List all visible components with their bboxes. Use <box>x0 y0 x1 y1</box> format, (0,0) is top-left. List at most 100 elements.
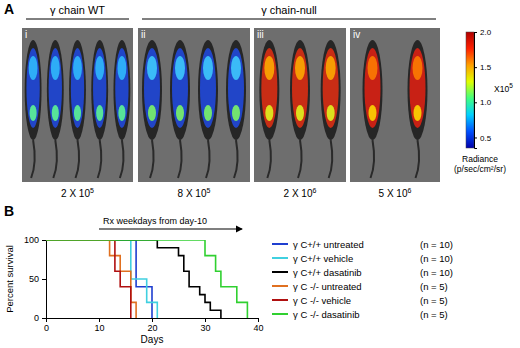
signal <box>228 48 244 128</box>
legend-swatch <box>272 257 288 259</box>
dose-base: 2 X 10 <box>61 188 90 199</box>
bli-image: ii <box>138 28 250 182</box>
mouse-tail <box>267 140 271 178</box>
x-tick-mark <box>152 318 153 322</box>
dose-label: 2 X 105 <box>61 187 94 199</box>
y-tick: 50 <box>29 274 46 284</box>
colorbar-tick: 2.0 <box>474 28 492 37</box>
dose-exponent: 5 <box>90 187 94 194</box>
mouse-tail <box>53 140 57 178</box>
dose-label: 5 X 106 <box>379 187 412 199</box>
legend-n: (n = 10) <box>420 267 453 278</box>
mouse-body <box>290 40 310 140</box>
signal <box>200 48 216 128</box>
colorbar-tick-mark <box>474 102 477 103</box>
legend-n: (n = 5) <box>420 281 448 292</box>
dose-base: 2 X 10 <box>284 188 313 199</box>
panel-b: BRx weekdays from day-10010203040050100D… <box>4 203 453 345</box>
mouse-tail <box>76 140 80 178</box>
signal <box>410 48 426 128</box>
mouse-body <box>170 40 190 140</box>
multiplier-exponent: 5 <box>509 82 513 89</box>
panel-label: A <box>4 1 14 17</box>
colorbar: 0.51.01.52.0X105Radiance(p/sec/cm²/sr) <box>454 28 513 174</box>
colorbar-tick: 0.5 <box>474 134 492 143</box>
bli-image: i <box>22 28 133 182</box>
survival-line <box>46 240 136 318</box>
dose-label: 8 X 105 <box>178 187 211 199</box>
image-id: i <box>25 29 27 40</box>
mouse-tail <box>31 140 35 178</box>
y-tick-mark <box>42 279 46 280</box>
multiplier-base: X10 <box>494 84 509 94</box>
x-tick: 40 <box>253 318 263 333</box>
signal <box>365 48 381 128</box>
y-tick-label: 100 <box>24 235 39 245</box>
plot-lines <box>46 240 247 318</box>
x-tick-label: 30 <box>200 323 210 333</box>
signal <box>414 105 422 121</box>
image-id: ii <box>141 29 145 40</box>
signal <box>204 105 212 121</box>
mouse-body <box>259 40 279 140</box>
x-tick-mark <box>205 318 206 322</box>
colorbar-tick-mark <box>474 137 477 138</box>
legend-n: (n = 10) <box>420 239 453 250</box>
image-id: iv <box>353 29 360 40</box>
bli-image: iv <box>350 28 440 182</box>
signal <box>264 56 274 80</box>
signal <box>30 105 37 121</box>
mouse-body <box>142 40 162 140</box>
x-tick-label: 40 <box>253 323 263 333</box>
signal <box>52 105 59 121</box>
dose-base: 8 X 10 <box>178 188 207 199</box>
signal <box>117 56 126 80</box>
signal <box>203 56 213 80</box>
legend-swatch <box>272 313 288 315</box>
signal <box>96 105 103 121</box>
legend-label: γ C+/+ dasatinib <box>293 267 362 278</box>
signal <box>51 56 60 80</box>
colorbar-tick-mark <box>474 32 477 33</box>
colorbar-tick-label: 1.5 <box>480 63 492 72</box>
x-tick-mark <box>258 318 259 322</box>
signal <box>73 56 82 80</box>
image-background <box>22 28 133 182</box>
x-tick: 0 <box>44 318 49 333</box>
y-tick: 100 <box>24 235 46 245</box>
colorbar-fill <box>466 32 474 148</box>
x-axis-line <box>47 319 259 323</box>
image-background <box>350 28 440 182</box>
mouse-tail <box>329 140 333 178</box>
bli-image: iii <box>254 28 346 182</box>
x-tick-label: 0 <box>44 323 49 333</box>
x-tick-label: 20 <box>147 323 157 333</box>
figure: Aγ chain WTγ chain-nulli2 X 105ii8 X 105… <box>0 0 520 348</box>
legend: γ C+/+ untreated(n = 10)γ C+/+ vehicle(n… <box>272 239 453 320</box>
colorbar-tick-label: 2.0 <box>480 28 492 37</box>
dose-exponent: 5 <box>207 187 211 194</box>
colorbar-axis: 0.51.01.52.0 <box>474 28 492 148</box>
mouse-tail <box>178 140 182 178</box>
mouse-body <box>408 40 428 140</box>
signal <box>74 105 81 121</box>
survival-line <box>46 240 157 318</box>
signal <box>413 56 423 80</box>
mouse-body <box>226 40 246 140</box>
mouse-tail <box>298 140 302 178</box>
y-tick: 0 <box>34 313 46 323</box>
legend-label: γ C+/+ vehicle <box>293 253 353 264</box>
colorbar-axis-line <box>475 33 478 149</box>
survival-line <box>46 240 247 318</box>
y-axis-title: Percent survival <box>4 245 15 313</box>
signal <box>265 105 273 121</box>
mouse-tail <box>150 140 154 178</box>
signal <box>71 48 84 128</box>
x-tick: 10 <box>94 318 104 333</box>
signal <box>148 105 156 121</box>
mouse-body <box>321 40 341 140</box>
signal <box>147 56 157 80</box>
signal <box>323 48 339 128</box>
dose-label: 2 X 106 <box>284 187 317 199</box>
signal <box>175 56 185 80</box>
